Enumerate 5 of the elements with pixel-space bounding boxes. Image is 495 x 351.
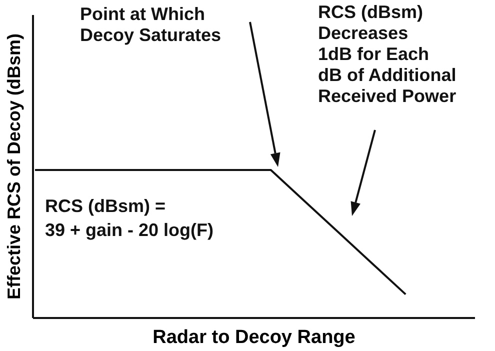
annotation: RCS (dBsm) = 39 + gain - 20 log(F) xyxy=(45,196,214,240)
text: RCS (dBsm) Decreases 1dB for Each dB of Additional Received Power xyxy=(318,2,456,106)
x-axis-title: Radar to Decoy Range xyxy=(152,327,356,348)
y-axis-title: Effective RCS of Decoy (dBsm) xyxy=(4,33,24,300)
text: Point at Which Decoy Saturates xyxy=(80,4,222,45)
